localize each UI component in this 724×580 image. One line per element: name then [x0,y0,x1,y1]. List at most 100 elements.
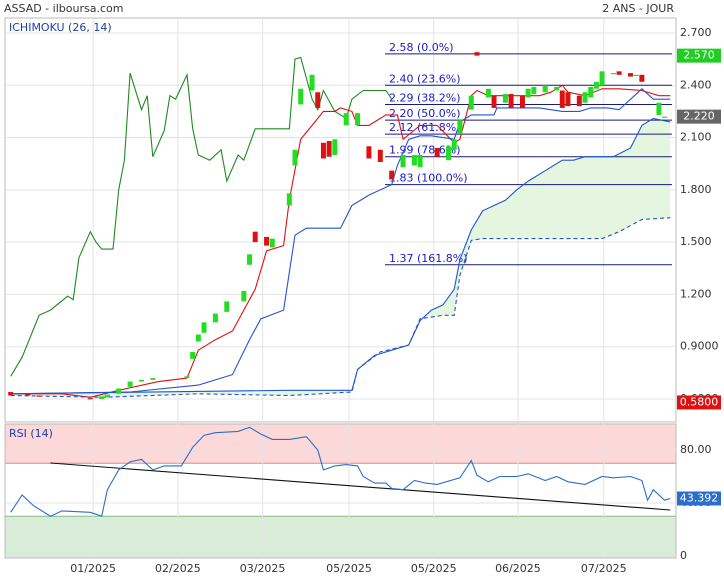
candle [593,81,599,89]
fib-label: 2.20 (50.0%) [389,107,461,120]
x-tick-label: 03/2025 [240,562,286,575]
y-tick-label: 1.800 [680,183,712,196]
price-tag: 2.220 [683,110,715,123]
candle [508,93,514,108]
candle [315,92,321,108]
ichimoku-line [10,56,393,377]
candle [241,290,247,302]
candle [116,388,122,394]
candle [36,395,42,397]
candle [417,154,423,168]
candle [610,73,616,75]
candle [633,74,639,77]
panel-frame [4,423,677,559]
candle [25,393,31,396]
candle [531,87,537,94]
x-tick-label: 05/2025 [326,562,372,575]
y-tick-label: 0 [680,549,687,562]
price-tag-box [677,48,721,63]
y-tick-label: 1.200 [680,287,712,300]
candle [195,334,201,342]
chart-subtitle: 2 ANS - JOUR [602,2,674,15]
candle [99,396,105,399]
fib-label: 1.83 (100.0%) [389,172,468,185]
candle [286,193,292,206]
x-tick-label: 05/2025 [411,562,457,575]
candle [582,92,588,103]
y-tick-label: 0.9000 [680,340,719,353]
candle [468,95,474,110]
ichimoku-line [10,84,671,398]
candle [400,154,406,168]
ichimoku-line [10,88,671,395]
y-tick-label: 2.700 [680,26,712,39]
y-tick-label: 1.500 [680,235,712,248]
x-tick-label: 07/2025 [581,562,627,575]
candle [224,301,230,312]
chart-title: ASSAD - ilboursa.com [4,2,123,15]
y-tick-label: 80.00 [680,443,712,456]
fib-label: 2.29 (38.2%) [389,91,461,104]
candle [355,113,361,126]
candle [332,139,338,155]
candle [184,376,190,379]
candle [576,95,582,107]
candle [411,154,417,166]
rsi-line [10,426,671,517]
candle [628,73,634,77]
trendline [50,462,671,511]
candle [298,88,304,105]
price-tag: 2.570 [683,49,715,62]
candle [656,102,662,115]
rsi-tag: 43.392 [680,491,719,504]
candle [559,90,565,108]
indicator-label: ICHIMOKU (26, 14) [9,21,112,34]
candle [309,74,315,91]
candle [639,74,645,82]
candle [377,149,383,162]
candle [8,392,14,396]
x-tick-label: 02/2025 [155,562,201,575]
price-tag: 0.5800 [680,395,719,408]
candle [662,116,668,118]
candle [190,351,196,359]
candle [104,394,110,398]
candle [451,139,457,150]
candle [599,71,605,86]
x-tick-label: 06/2025 [495,562,541,575]
candle [366,146,372,159]
y-tick-label: 2.100 [680,131,712,144]
fib-label: 1.99 (78.6%) [389,144,461,157]
price-tag-box [677,395,721,410]
candle [485,88,491,98]
candle [264,236,270,246]
candle [554,87,560,91]
candle [127,381,133,387]
fib-label: 2.58 (0.0%) [389,41,454,54]
candle [474,52,480,56]
rsi-tag-box [677,491,721,506]
oversold-zone [5,516,676,558]
candle [138,379,144,382]
x-tick-label: 01/2025 [70,562,116,575]
indicator-label: RSI (14) [9,427,53,440]
candle [326,141,332,157]
candle [252,231,258,243]
candle [457,120,463,135]
candle [565,92,571,107]
candle [343,113,349,126]
candle [389,170,395,180]
candle [542,85,548,93]
candle [434,148,440,157]
candle [320,142,326,159]
candle [491,95,497,108]
candle [292,149,298,166]
ichimoku-line [10,117,671,395]
candle [616,71,622,75]
candle [519,95,525,108]
candle [150,378,156,380]
fib-label: 1.37 (161.8%) [389,252,468,265]
candle [212,313,218,323]
